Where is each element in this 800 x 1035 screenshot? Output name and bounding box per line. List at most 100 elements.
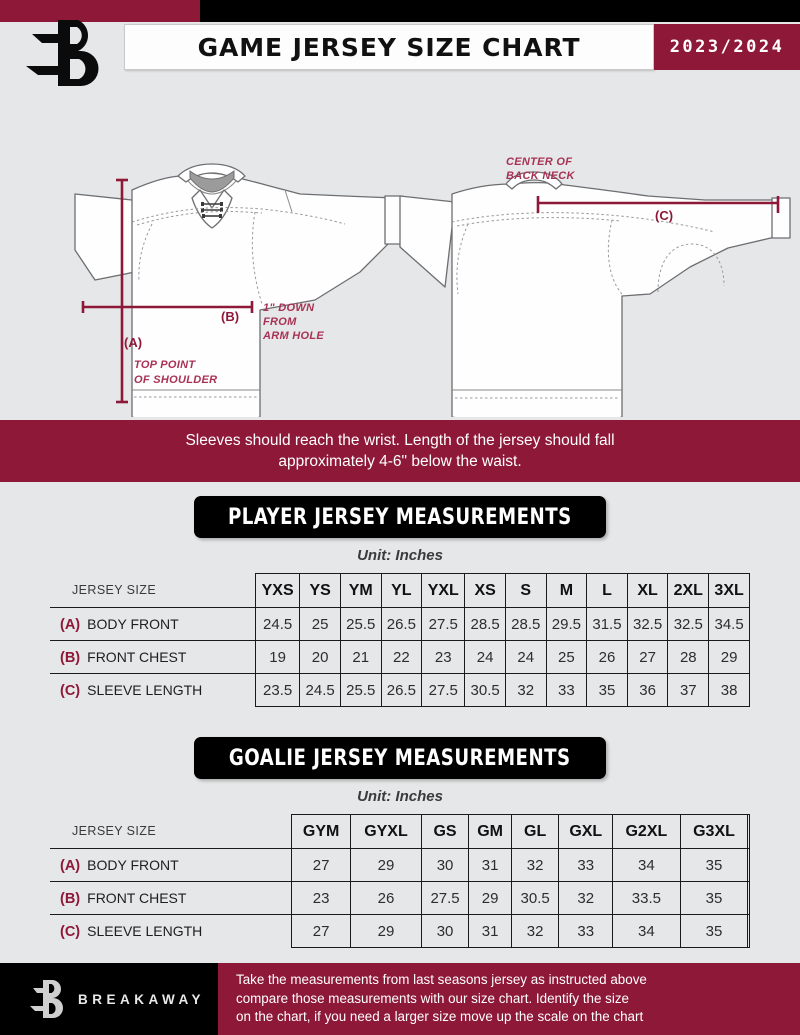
goalie-col-8 [747, 814, 750, 849]
footer-line-1: Take the measurements from last seasons … [236, 972, 647, 988]
player-col-2: YM [339, 573, 382, 608]
goalie-cell-1-1: 26 [350, 881, 422, 915]
player-row-0-name: BODY FRONT [87, 615, 179, 632]
footer-brand-name: BREAKAWAY [78, 991, 206, 1007]
back-jersey-illustration: (C) CENTER OF BACK NECK [384, 156, 791, 417]
goalie-row-0-label: (A) BODY FRONT [50, 848, 293, 882]
player-cell-0-7: 29.5 [545, 607, 588, 641]
goalie-col-7: G3XL [679, 814, 749, 849]
goalie-cell-0-2: 30 [420, 848, 470, 882]
player-row-0-tag: (A) [60, 616, 81, 633]
breakaway-b-logo-icon [30, 978, 64, 1020]
player-cell-1-3: 22 [380, 640, 423, 674]
player-measurements-section: PLAYER JERSEY MEASUREMENTS Unit: Inches … [0, 482, 800, 723]
player-col-6: S [504, 573, 547, 608]
player-cell-1-4: 23 [421, 640, 466, 674]
player-col-4: YXL [421, 573, 466, 608]
goalie-cell-2-1: 29 [350, 914, 422, 948]
player-col-11: 3XL [708, 573, 750, 608]
header-title-plate: GAME JERSEY SIZE CHART [124, 24, 654, 70]
goalie-col-5: GXL [558, 814, 614, 849]
goalie-cell-0-5: 33 [558, 848, 614, 882]
player-col-1: YS [299, 573, 341, 608]
goalie-col-2: GS [420, 814, 470, 849]
goalie-cell-2-3: 31 [468, 914, 512, 948]
goalie-cell-1-2: 27.5 [420, 881, 470, 915]
player-cell-2-3: 26.5 [380, 673, 423, 707]
player-corner-label: JERSEY SIZE [50, 573, 256, 608]
player-cell-2-1: 24.5 [299, 673, 341, 707]
player-table-header-row: JERSEY SIZE YXS YS YM YL YXL XS S M L XL… [50, 573, 750, 608]
player-cell-2-10: 37 [667, 673, 710, 707]
label-b-note-3: ARM HOLE [262, 330, 324, 342]
goalie-cell-2-8 [747, 914, 750, 948]
player-section-title: PLAYER JERSEY MEASUREMENTS [228, 504, 572, 530]
player-cell-2-7: 33 [545, 673, 588, 707]
player-row-1-label: (B) FRONT CHEST [50, 640, 256, 674]
goalie-cell-1-0: 23 [291, 881, 352, 915]
goalie-row-2-name: SLEEVE LENGTH [87, 922, 203, 939]
player-cell-2-9: 36 [626, 673, 669, 707]
goalie-cell-1-8 [747, 881, 750, 915]
player-cell-2-5: 30.5 [464, 673, 506, 707]
label-c-note-1: CENTER OF [506, 156, 572, 168]
player-row-1-name: FRONT CHEST [87, 648, 187, 665]
table-row: (A) BODY FRONT 27 29 30 31 32 33 34 35 [50, 848, 750, 882]
player-cell-2-11: 38 [708, 673, 750, 707]
footer-line-2: compare those measurements with our size… [236, 990, 629, 1006]
player-row-2-tag: (C) [60, 682, 81, 699]
player-cell-2-4: 27.5 [421, 673, 466, 707]
goalie-cell-1-3: 29 [468, 881, 512, 915]
goalie-section-title: GOALIE JERSEY MEASUREMENTS [229, 745, 571, 771]
goalie-row-2-tag: (C) [60, 923, 81, 940]
player-cell-0-9: 32.5 [626, 607, 669, 641]
player-col-3: YL [380, 573, 423, 608]
goalie-cell-1-5: 32 [558, 881, 614, 915]
goalie-row-2-label: (C) SLEEVE LENGTH [50, 914, 293, 948]
player-col-0: YXS [254, 573, 301, 608]
player-col-8: L [586, 573, 628, 608]
measure-line-a [116, 178, 128, 404]
label-c-note-2: BACK NECK [506, 170, 575, 182]
goalie-cell-2-6: 34 [612, 914, 681, 948]
goalie-cell-1-4: 30.5 [510, 881, 560, 915]
label-c-tag: (C) [655, 208, 673, 223]
goalie-row-1-tag: (B) [60, 890, 81, 907]
player-col-10: 2XL [667, 573, 710, 608]
player-cell-0-4: 27.5 [421, 607, 466, 641]
player-cell-1-2: 21 [339, 640, 382, 674]
goalie-row-0-tag: (A) [60, 857, 81, 874]
measure-line-b [81, 301, 254, 313]
player-cell-1-9: 27 [626, 640, 669, 674]
goalie-cell-2-7: 35 [679, 914, 749, 948]
player-cell-0-2: 25.5 [339, 607, 382, 641]
goalie-table-header-row: JERSEY SIZE GYM GYXL GS GM GL GXL G2XL G… [50, 814, 750, 849]
player-cell-1-6: 24 [504, 640, 547, 674]
player-cell-1-5: 24 [464, 640, 506, 674]
goalie-cell-0-3: 31 [468, 848, 512, 882]
goalie-cell-0-7: 35 [679, 848, 749, 882]
table-row: (C) SLEEVE LENGTH 27 29 30 31 32 33 34 35 [50, 914, 750, 948]
footer-brand-block: BREAKAWAY [0, 963, 218, 1035]
player-section-title-plate: PLAYER JERSEY MEASUREMENTS [194, 496, 606, 538]
player-cell-0-0: 24.5 [254, 607, 301, 641]
goalie-cell-2-2: 30 [420, 914, 470, 948]
goalie-col-1: GYXL [350, 814, 422, 849]
goalie-cell-0-1: 29 [350, 848, 422, 882]
player-cell-2-6: 32 [504, 673, 547, 707]
goalie-corner-label: JERSEY SIZE [50, 814, 293, 849]
player-cell-0-8: 31.5 [586, 607, 628, 641]
player-cell-0-5: 28.5 [464, 607, 506, 641]
season-year-label: 2023/2024 [669, 37, 785, 57]
player-cell-1-7: 25 [545, 640, 588, 674]
player-measurements-table: JERSEY SIZE YXS YS YM YL YXL XS S M L XL… [50, 573, 750, 707]
player-cell-0-3: 26.5 [380, 607, 423, 641]
goalie-unit-label: Unit: Inches [357, 788, 443, 805]
goalie-col-0: GYM [291, 814, 352, 849]
player-cell-0-1: 25 [299, 607, 341, 641]
top-strip-black [200, 0, 800, 22]
label-b-tag: (B) [221, 309, 239, 324]
goalie-section-title-plate: GOALIE JERSEY MEASUREMENTS [194, 737, 606, 779]
player-cell-1-11: 29 [708, 640, 750, 674]
goalie-col-6: G2XL [612, 814, 681, 849]
